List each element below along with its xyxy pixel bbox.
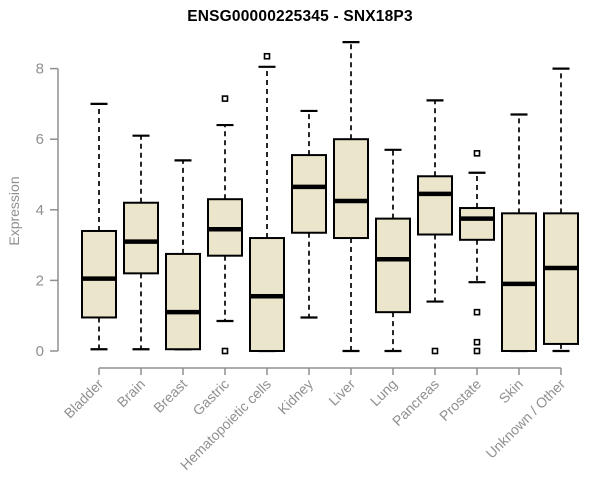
y-tick-label-6: 6 — [36, 131, 44, 148]
y-tick-label-0: 0 — [36, 343, 44, 360]
x-tick-label-unknown-other: Unknown / Other — [483, 376, 569, 462]
x-tick-label-pancreas: Pancreas — [389, 376, 442, 429]
box-bladder — [81, 229, 117, 319]
box-breast — [165, 252, 201, 351]
outlier-prostate-1 — [473, 308, 481, 316]
box-liver — [333, 138, 369, 240]
y-tick-label-2: 2 — [36, 272, 44, 289]
chart-title: ENSG00000225345 - SNX18P3 — [187, 8, 413, 25]
box-kidney — [291, 154, 327, 234]
x-tick-label-liver: Liver — [325, 376, 358, 409]
outlier-pancreas-0 — [431, 347, 439, 355]
x-tick-label-breast: Breast — [150, 376, 190, 416]
box-pancreas — [417, 175, 453, 236]
outlier-prostate-0 — [473, 150, 481, 157]
box-unknown-other — [543, 212, 579, 345]
x-tick-label-bladder: Bladder — [61, 376, 107, 422]
outlier-prostate-2 — [473, 338, 481, 346]
x-tick-label-skin: Skin — [496, 376, 527, 407]
outlier-hematopoietic-cells-0 — [263, 52, 271, 60]
y-tick-label-4: 4 — [36, 202, 44, 219]
outlier-gastric-1 — [221, 347, 229, 355]
x-tick-label-lung: Lung — [367, 376, 400, 409]
x-tick-label-kidney: Kidney — [275, 376, 317, 418]
outlier-gastric-0 — [221, 95, 229, 102]
box-prostate — [459, 207, 495, 241]
outlier-prostate-3 — [473, 347, 481, 355]
x-tick-label-prostate: Prostate — [436, 376, 484, 424]
y-tick-label-8: 8 — [36, 61, 44, 78]
box-lung — [375, 217, 411, 314]
box-brain — [123, 201, 159, 275]
x-tick-label-brain: Brain — [114, 376, 148, 410]
